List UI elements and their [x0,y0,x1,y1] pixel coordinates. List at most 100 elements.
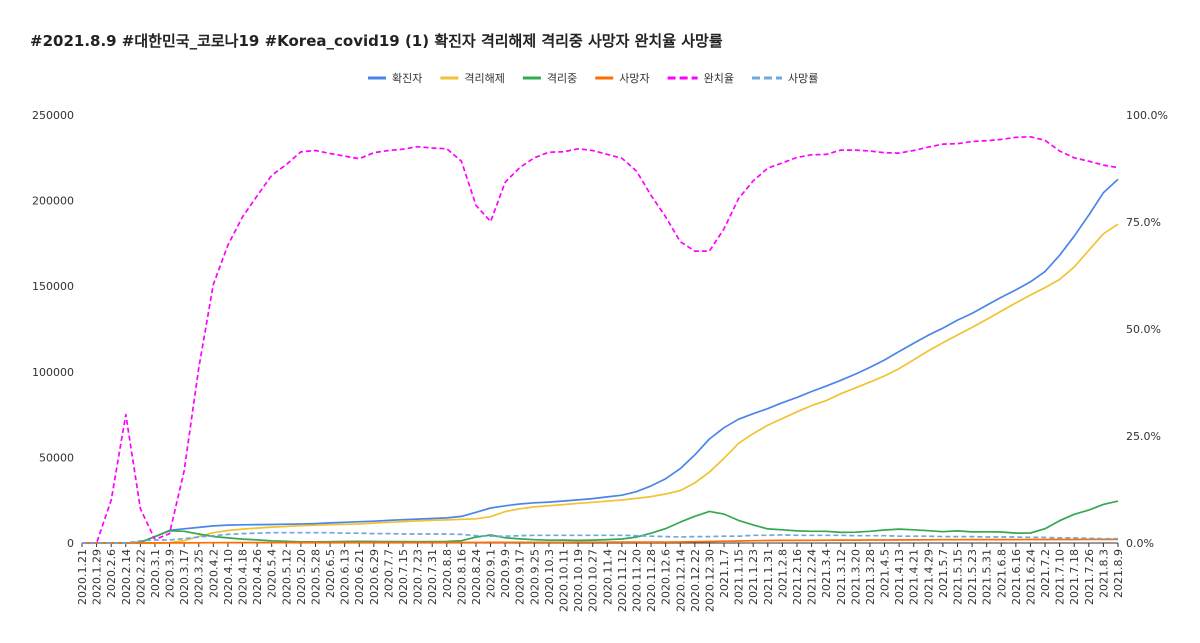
x-tick-label: 2021.3.4 [820,549,833,598]
legend-label: 사망률 [788,72,818,85]
legend: 확진자 격리해제 격리중 사망자 완치율 사망률 [368,71,818,85]
series-line-4 [82,135,1119,544]
series-line-1 [82,223,1119,544]
x-tick-label: 2021.8.3 [1097,549,1110,598]
y-axis-right: 0.0% 25.0% 50.0% 75.0% 100.0% [1126,109,1168,550]
x-tick-label: 2020.6.13 [339,549,352,605]
y-tick-label: 150000 [32,280,74,293]
x-tick-label: 2020.7.23 [412,549,425,605]
x-tick-label: 2020.6.5 [324,549,337,598]
x-tick-label: 2020.7.31 [426,549,439,605]
x-tick-label: 2020.11.12 [616,549,629,612]
y2-tick-label: 0.0% [1126,537,1154,550]
x-tick-label: 2020.12.14 [674,549,687,612]
x-tick-label: 2020.2.6 [105,549,118,598]
y2-tick-label: 50.0% [1126,323,1161,336]
x-tick-label: 2020.4.18 [237,549,250,605]
x-tick-label: 2020.11.4 [601,549,614,605]
x-tick-label: 2021.2.24 [806,549,819,605]
y-tick-label: 200000 [32,195,74,208]
x-tick-label: 2020.4.10 [222,549,235,605]
x-tick-label: 2021.2.8 [776,549,789,598]
x-tick-label: 2020.10.19 [572,549,585,612]
series-line-0 [82,178,1119,544]
x-tick-label: 2020.12.30 [703,549,716,612]
x-tick-label: 2020.12.22 [689,549,702,612]
series-group [82,135,1119,544]
x-tick-label: 2020.9.25 [528,549,541,605]
x-tick-label: 2020.1.21 [76,549,89,605]
x-tick-label: 2020.12.6 [660,549,673,605]
x-tick-label: 2020.3.17 [178,549,191,605]
legend-label: 완치율 [704,72,734,85]
legend-label: 격리중 [547,72,577,85]
x-tick-label: 2020.8.16 [455,549,468,605]
x-tick-label: 2020.10.11 [558,549,571,612]
chart-title: #2021.8.9 #대한민국_코로나19 #Korea_covid19 (1)… [30,32,723,50]
x-tick-label: 2021.5.7 [937,549,950,598]
x-tick-label: 2021.7.10 [1054,549,1067,605]
x-tick-label: 2020.7.7 [382,549,395,598]
x-tick-label: 2020.5.12 [280,549,293,605]
x-tick-label: 2020.5.4 [266,549,279,598]
x-tick-label: 2020.6.29 [368,549,381,605]
x-tick-label: 2021.5.23 [966,549,979,605]
x-tick-label: 2021.1.23 [747,549,760,605]
x-tick-label: 2021.3.28 [864,549,877,605]
x-tick-label: 2021.4.29 [922,549,935,605]
x-tick-label: 2021.1.31 [762,549,775,605]
x-tick-label: 2021.4.13 [893,549,906,605]
x-tick-label: 2020.9.1 [485,549,498,598]
x-tick-label: 2021.1.15 [733,549,746,605]
x-tick-label: 2021.7.18 [1068,549,1081,605]
x-tick-label: 2020.1.29 [91,549,104,605]
x-tick-label: 2021.8.9 [1112,549,1125,598]
y2-tick-label: 25.0% [1126,430,1161,443]
y2-tick-label: 75.0% [1126,216,1161,229]
x-tick-label: 2020.4.2 [207,549,220,598]
x-tick-label: 2021.5.31 [981,549,994,605]
x-tick-label: 2021.6.24 [1024,549,1037,605]
series-line-5 [82,531,1118,544]
legend-label: 확진자 [392,72,422,85]
x-tick-label: 2020.9.17 [514,549,527,605]
x-tick-label: 2020.4.26 [251,549,264,605]
x-tick-label: 2020.5.20 [295,549,308,605]
legend-label: 격리해제 [464,71,504,85]
y-tick-label: 50000 [39,451,74,464]
x-tick-label: 2021.6.8 [995,549,1008,598]
x-tick-label: 2020.11.28 [645,549,658,612]
x-tick-label: 2020.3.25 [193,549,206,605]
x-tick-label: 2020.10.3 [543,549,556,605]
x-tick-label: 2021.1.7 [718,549,731,598]
series-line-3 [82,538,1118,544]
x-tick-label: 2020.10.27 [587,549,600,612]
x-tick-label: 2020.8.8 [441,549,454,598]
x-tick-label: 2021.6.16 [1010,549,1023,605]
x-tick-label: 2020.2.22 [134,549,147,605]
x-tick-label: 2020.6.21 [353,549,366,605]
x-tick-label: 2020.7.15 [397,549,410,605]
x-axis: 2020.1.21 2020.1.29 2020.2.6 2020.2.14 2020.… [76,543,1125,612]
y-tick-label: 250000 [32,109,74,122]
y-axis-left: 0 50000 100000 150000 200000 250000 [32,109,74,550]
x-tick-label: 2020.9.9 [499,549,512,598]
legend-label: 사망자 [619,72,649,85]
series-line-2 [82,500,1119,544]
x-tick-label: 2021.3.12 [835,549,848,605]
x-tick-label: 2021.2.16 [791,549,804,605]
x-tick-label: 2021.5.15 [951,549,964,605]
x-tick-label: 2021.4.21 [908,549,921,605]
x-tick-label: 2021.4.5 [879,549,892,598]
x-tick-label: 2020.8.24 [470,549,483,605]
x-tick-label: 2020.5.28 [309,549,322,605]
x-tick-label: 2021.7.26 [1083,549,1096,605]
y-tick-label: 0 [67,537,74,550]
x-tick-label: 2021.3.20 [849,549,862,605]
x-tick-label: 2020.3.9 [164,549,177,598]
x-tick-label: 2020.11.20 [630,549,643,612]
x-tick-label: 2021.7.2 [1039,549,1052,598]
x-tick-label: 2020.3.1 [149,549,162,598]
y2-tick-label: 100.0% [1126,109,1168,122]
